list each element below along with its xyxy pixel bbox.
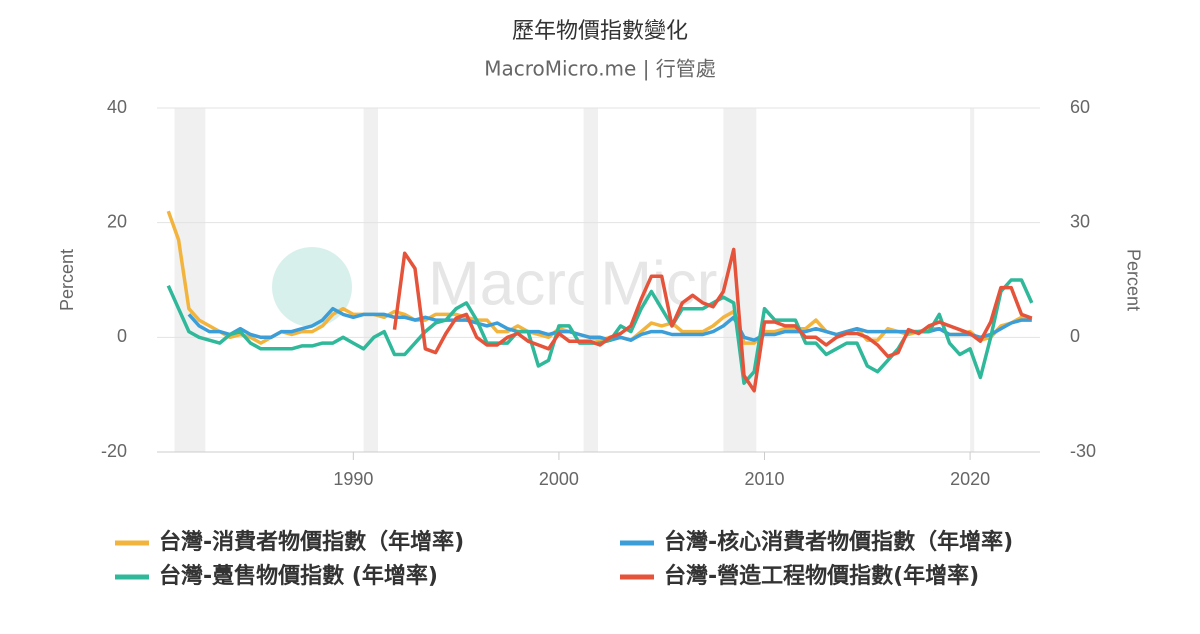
series-line bbox=[392, 247, 1033, 393]
y-axis-title: Percent bbox=[57, 249, 77, 311]
y-tick-label: 40 bbox=[107, 97, 127, 117]
y-tick-label: 0 bbox=[117, 326, 127, 346]
legend-label: 台灣-躉售物價指數 (年增率) bbox=[159, 563, 438, 589]
shaded-period bbox=[970, 108, 975, 452]
shaded-period bbox=[363, 108, 379, 452]
x-tick-label: 2000 bbox=[539, 469, 579, 489]
shaded-period bbox=[723, 108, 757, 452]
y2-tick-label: 0 bbox=[1070, 326, 1080, 346]
y-tick-label: -20 bbox=[101, 441, 127, 461]
series-line bbox=[166, 210, 1033, 345]
shaded-period bbox=[174, 108, 206, 452]
x-tick-label: 1990 bbox=[333, 469, 373, 489]
watermark-logo bbox=[272, 247, 352, 327]
legend-label: 台灣-核心消費者物價指數（年增率) bbox=[664, 529, 1013, 555]
chart-title: 歷年物價指數變化 bbox=[512, 19, 688, 44]
y2-tick-label: -30 bbox=[1070, 441, 1096, 461]
y-tick-label: 20 bbox=[107, 211, 127, 231]
y2-axis-title: Percent bbox=[1123, 249, 1143, 311]
shaded-period bbox=[583, 108, 598, 452]
x-tick-label: 2010 bbox=[744, 469, 784, 489]
legend-label: 台灣-營造工程物價指數(年增率) bbox=[664, 563, 979, 589]
legend-label: 台灣-消費者物價指數（年增率) bbox=[159, 529, 464, 555]
x-tick-label: 2020 bbox=[950, 469, 990, 489]
y2-tick-label: 30 bbox=[1070, 211, 1090, 231]
chart-subtitle: MacroMicro.me | 行管處 bbox=[484, 57, 716, 81]
y2-tick-label: 60 bbox=[1070, 97, 1090, 117]
